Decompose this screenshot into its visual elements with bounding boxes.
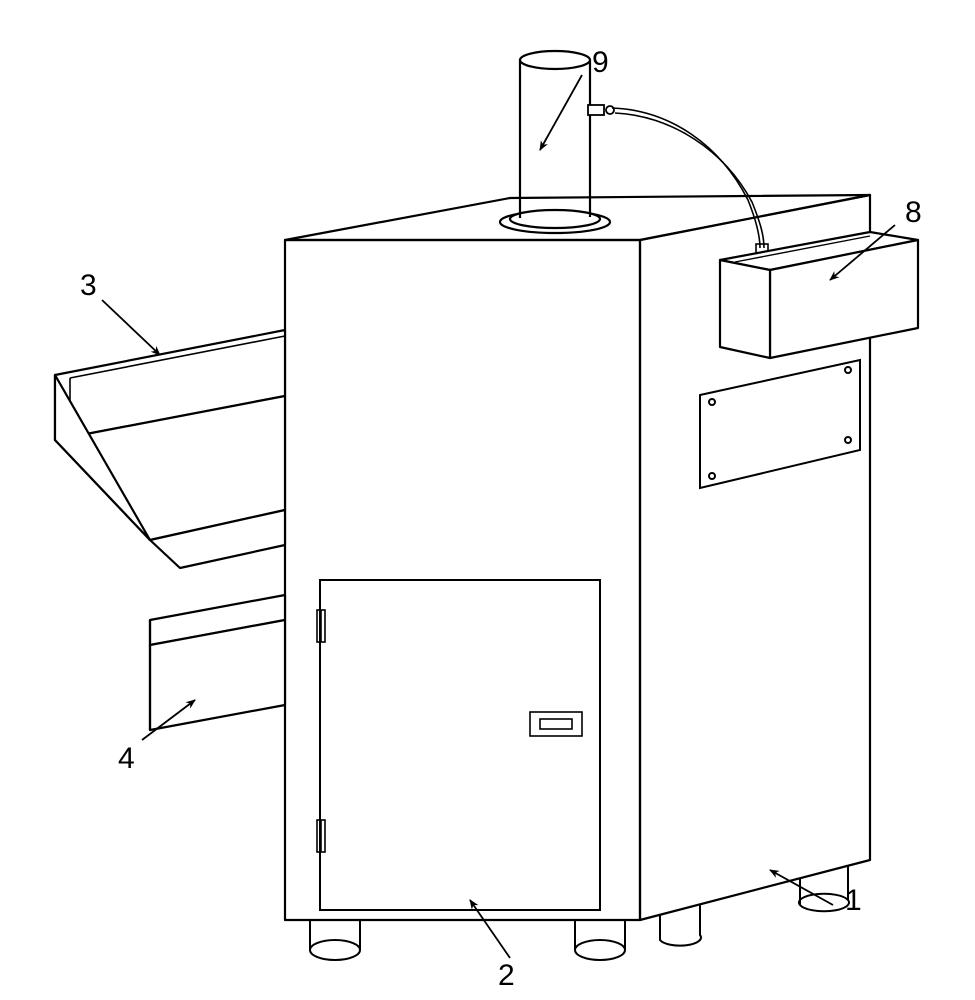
label-9: 9 (592, 46, 609, 79)
label-1: 1 (845, 884, 862, 917)
label-3: 3 (80, 269, 97, 302)
front-door (317, 580, 600, 910)
output-bin (150, 595, 285, 730)
label-8: 8 (905, 196, 922, 229)
cabinet-feet (310, 866, 849, 960)
label-2: 2 (498, 959, 515, 992)
side-plate (700, 360, 860, 488)
technical-diagram: 1 2 3 4 8 9 (0, 0, 975, 1000)
side-reservoir (720, 232, 918, 358)
label-4: 4 (118, 742, 135, 775)
hose (612, 108, 768, 254)
nozzle-fitting (588, 105, 614, 115)
input-hopper (55, 330, 285, 568)
